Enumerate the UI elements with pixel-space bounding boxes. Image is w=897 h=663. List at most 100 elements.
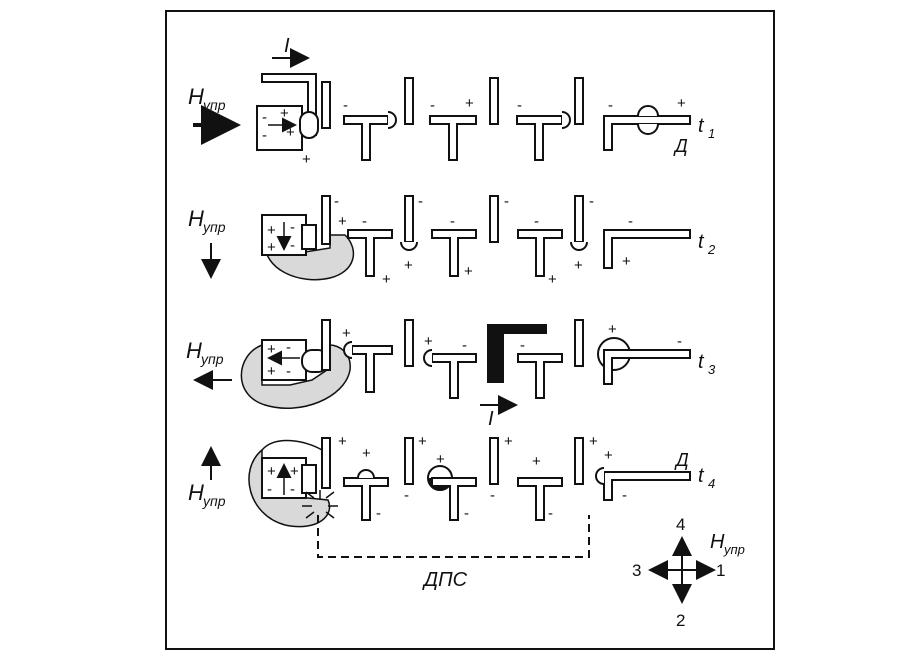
- row2-t-label: t: [698, 231, 705, 253]
- row4-domain-shading: [248, 448, 331, 528]
- row1-t-sub: 1: [708, 126, 715, 141]
- svg-text:-: -: [450, 213, 455, 230]
- svg-text:-: -: [262, 127, 267, 144]
- row4-spark: [302, 490, 338, 519]
- row1-h-sub: упр: [202, 97, 226, 113]
- svg-text:+: +: [604, 447, 613, 464]
- svg-text:-: -: [290, 237, 295, 254]
- row4-h-label: H: [188, 480, 204, 505]
- svg-text:-: -: [517, 97, 522, 114]
- svg-text:+: +: [589, 433, 598, 450]
- svg-text:+: +: [548, 271, 557, 288]
- compass-down-label: 2: [676, 611, 685, 630]
- row2-h-label: H: [188, 206, 204, 231]
- row3-t-label: t: [698, 351, 705, 373]
- svg-text:+: +: [286, 124, 295, 141]
- svg-text:-: -: [290, 219, 295, 236]
- svg-text:+: +: [677, 95, 686, 112]
- svg-text:+: +: [290, 463, 299, 480]
- svg-text:+: +: [280, 105, 289, 122]
- svg-text:-: -: [376, 505, 381, 522]
- row4-d-label: Д: [674, 450, 689, 470]
- svg-text:-: -: [548, 505, 553, 522]
- compass-up-label: 4: [676, 515, 685, 534]
- svg-text:+: +: [404, 257, 413, 274]
- compass-left-label: 3: [632, 561, 641, 580]
- row1-current-label: I: [284, 35, 290, 57]
- svg-text:-: -: [589, 193, 594, 210]
- row4-t-label: t: [698, 465, 705, 487]
- svg-text:-: -: [504, 193, 509, 210]
- row-3: H упр ++ -- +- +- - I + - t 3: [186, 319, 716, 430]
- row4-h-sub: упр: [202, 493, 226, 509]
- svg-text:-: -: [462, 337, 467, 354]
- svg-text:-: -: [286, 363, 291, 380]
- svg-text:+: +: [464, 263, 473, 280]
- svg-text:-: -: [622, 487, 627, 504]
- row1-h-label: H: [188, 84, 204, 109]
- svg-text:-: -: [343, 97, 348, 114]
- svg-text:-: -: [290, 481, 295, 498]
- row3-t-sub: 3: [708, 362, 716, 377]
- svg-text:-: -: [267, 481, 272, 498]
- svg-text:+: +: [622, 253, 631, 270]
- svg-text:+: +: [267, 363, 276, 380]
- svg-text:-: -: [464, 505, 469, 522]
- compass-h-label: H: [710, 531, 725, 553]
- svg-text:+: +: [267, 239, 276, 256]
- row3-current-label: I: [488, 408, 494, 430]
- svg-text:+: +: [342, 325, 351, 342]
- svg-text:-: -: [628, 213, 633, 230]
- row1-t1: [343, 115, 389, 161]
- row2-domain-shading: [264, 234, 355, 281]
- row-4: H упр + + - - + + - + + - - + + - - + +: [188, 433, 715, 528]
- row3-h-sub: упр: [200, 351, 224, 367]
- svg-text:-: -: [430, 97, 435, 114]
- compass-right-label: 1: [716, 561, 725, 580]
- row3-domain-shading: [240, 343, 351, 409]
- row3-switched-element: [487, 324, 547, 383]
- row2-h-sub: упр: [202, 219, 226, 235]
- svg-text:+: +: [424, 333, 433, 350]
- svg-text:-: -: [334, 193, 339, 210]
- svg-text:-: -: [418, 193, 423, 210]
- row2-t-sub: 2: [707, 242, 716, 257]
- svg-text:-: -: [362, 213, 367, 230]
- svg-text:+: +: [465, 95, 474, 112]
- svg-text:+: +: [532, 453, 541, 470]
- row1-t3: [516, 115, 563, 161]
- svg-text:-: -: [608, 97, 613, 114]
- svg-text:+: +: [418, 433, 427, 450]
- svg-text:+: +: [302, 151, 311, 168]
- compass-h-sub: упр: [723, 542, 745, 557]
- svg-text:+: +: [382, 271, 391, 288]
- svg-text:-: -: [286, 339, 291, 356]
- row1-t-label: t: [698, 115, 705, 137]
- svg-text:+: +: [608, 321, 617, 338]
- row1-t2: [429, 115, 477, 161]
- row4-t-sub: 4: [708, 476, 715, 491]
- svg-text:+: +: [504, 433, 513, 450]
- svg-text:+: +: [362, 445, 371, 462]
- svg-text:-: -: [520, 337, 525, 354]
- svg-text:+: +: [574, 257, 583, 274]
- direction-compass: 4 2 3 1 H упр: [632, 515, 745, 630]
- dps-bracket: [317, 515, 590, 558]
- row1-d-label: Д: [673, 136, 688, 156]
- svg-text:+: +: [436, 451, 445, 468]
- row1-l-element: [603, 115, 691, 151]
- svg-text:+: +: [267, 463, 276, 480]
- row-2: H упр ++ -- -+ - + - + - + - - + - + - +…: [188, 193, 716, 288]
- svg-text:+: +: [338, 433, 347, 450]
- row3-h-label: H: [186, 338, 202, 363]
- svg-text:-: -: [534, 213, 539, 230]
- svg-text:+: +: [338, 213, 347, 230]
- dps-label: ДПС: [422, 569, 468, 591]
- row-1: H упр I -- ++ + - - + - - + Д t 1: [188, 35, 715, 168]
- svg-text:-: -: [262, 109, 267, 126]
- svg-text:-: -: [677, 333, 682, 350]
- svg-text:-: -: [490, 487, 495, 504]
- svg-text:+: +: [267, 341, 276, 358]
- svg-text:+: +: [267, 222, 276, 239]
